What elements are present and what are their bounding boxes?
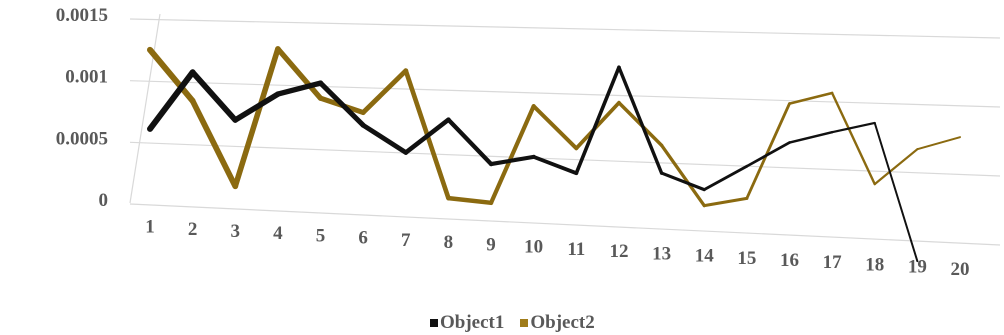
series-segment-object2 — [189, 97, 239, 190]
legend-item-object2: Object2 — [520, 312, 595, 334]
x-tick-label: 2 — [188, 219, 198, 240]
series-segment-object2 — [232, 46, 281, 190]
x-tick-label: 10 — [524, 237, 543, 258]
x-tick-label: 4 — [273, 223, 283, 244]
series-segment-object1 — [831, 121, 876, 134]
series-segment-object1 — [489, 154, 536, 167]
series-segment-object1 — [403, 117, 451, 155]
series-segment-object2 — [446, 195, 494, 206]
series-segment-object1 — [788, 130, 834, 144]
x-axis-labels: 1 2 3 4 5 6 7 8 9 10 11 12 13 14 15 16 17 18 19 20 — [145, 217, 969, 280]
series-segment-object2 — [147, 46, 196, 104]
series-segment-object2 — [830, 91, 876, 186]
series-segment-object1 — [659, 171, 706, 192]
x-tick-label: 19 — [908, 257, 927, 278]
x-tick-label: 11 — [567, 239, 585, 260]
x-tick-label: 14 — [695, 246, 715, 267]
x-tick-label: 20 — [951, 259, 970, 280]
series-segment-object2 — [702, 196, 749, 208]
series-segment-object2 — [360, 68, 409, 115]
legend-swatch-object2 — [520, 319, 529, 327]
series-segment-object2 — [574, 100, 621, 151]
x-tick-label: 16 — [780, 250, 799, 271]
series-segment-object2 — [916, 136, 961, 151]
series-lines — [147, 46, 961, 263]
x-tick-label: 12 — [609, 241, 628, 262]
series-segment-object1 — [574, 65, 621, 175]
x-tick-label: 13 — [652, 243, 671, 264]
series-segment-object2 — [745, 102, 791, 200]
gridline — [129, 203, 1001, 246]
x-tick-label: 7 — [401, 230, 411, 251]
legend-label-object2: Object2 — [530, 312, 595, 333]
series-segment-object2 — [531, 104, 579, 151]
x-tick-label: 15 — [737, 248, 756, 269]
legend: Object1 Object2 — [430, 312, 595, 334]
series-segment-object1 — [745, 141, 791, 168]
series-segment-object2 — [788, 91, 834, 105]
series-segment-object1 — [189, 69, 239, 123]
series-segment-object2 — [873, 148, 919, 186]
x-tick-label: 9 — [486, 234, 496, 255]
gridline — [129, 80, 1001, 108]
legend-label-object1: Object1 — [440, 312, 505, 333]
y-tick-label: 0 — [99, 190, 109, 211]
x-tick-label: 18 — [865, 254, 884, 275]
x-tick-label: 1 — [145, 217, 155, 238]
series-segment-object1 — [317, 80, 366, 128]
series-segment-object1 — [702, 164, 749, 192]
series-segment-object2 — [659, 143, 706, 208]
gridlines — [129, 13, 1001, 246]
x-tick-label: 17 — [823, 252, 843, 273]
legend-swatch-object1 — [430, 319, 438, 327]
series-segment-object1 — [617, 65, 664, 175]
series-segment-object1 — [360, 122, 409, 155]
series-segment-object2 — [275, 46, 324, 101]
series-segment-object1 — [531, 154, 579, 176]
series-segment-object1 — [147, 69, 196, 132]
y-tick-label: 0.0005 — [56, 128, 108, 149]
y-tick-label: 0.001 — [65, 67, 108, 88]
legend-item-object1: Object1 — [430, 312, 504, 334]
series-segment-object1 — [446, 117, 494, 167]
series-segment-object1 — [232, 91, 281, 123]
wall-edge — [129, 13, 161, 204]
y-axis-labels: 0 0.0005 0.001 0.0015 — [56, 5, 108, 211]
gridline — [129, 18, 1001, 39]
series-segment-object2 — [488, 104, 536, 205]
x-tick-label: 6 — [358, 228, 368, 249]
x-tick-label: 3 — [231, 221, 241, 242]
series-segment-object1 — [873, 121, 919, 263]
gridline — [129, 141, 1001, 177]
x-tick-label: 8 — [444, 232, 454, 253]
x-tick-label: 5 — [316, 225, 326, 246]
series-segment-object1 — [275, 80, 324, 97]
y-tick-label: 0.0015 — [56, 5, 108, 26]
